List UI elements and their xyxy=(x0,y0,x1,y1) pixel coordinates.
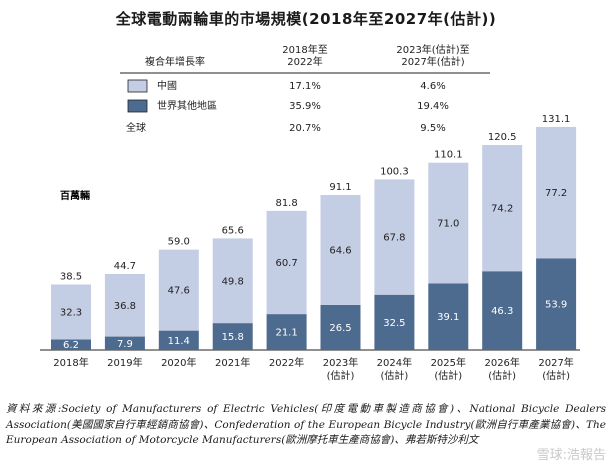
bar-rest-of-world xyxy=(374,294,415,350)
bar-rest-of-world xyxy=(482,271,523,350)
x-tick-label: 2019年 xyxy=(107,356,142,369)
bar-label-rest-of-world: 53.9 xyxy=(545,300,567,311)
cagr-row-label: 世界其他地區 xyxy=(157,99,217,112)
bar-label-china: 77.2 xyxy=(545,188,567,199)
cagr-row-value: 19.4% xyxy=(417,101,449,112)
bar-rest-of-world xyxy=(212,323,253,350)
cagr-row-label: 全球 xyxy=(126,121,146,134)
bar-rest-of-world xyxy=(536,258,577,350)
cagr-header-period: 2022年 xyxy=(287,55,322,68)
bar-total-label: 59.0 xyxy=(168,237,190,248)
bar-rest-of-world xyxy=(51,339,91,350)
chart-title: 全球電動兩輪車的市場規模(2018年至2027年(估計)) xyxy=(115,10,497,28)
bar-label-rest-of-world: 32.5 xyxy=(383,318,405,329)
cagr-row-label: 中國 xyxy=(157,79,177,92)
bars: 6.2 32.3 38.5 2018年 7.9 36.8 44.7 2019年 11.4 47.6… xyxy=(51,114,577,382)
bar-rest-of-world xyxy=(104,336,145,350)
bar-china xyxy=(536,127,577,259)
bar-label-china: 71.0 xyxy=(437,219,459,230)
bar-china xyxy=(266,210,307,315)
x-tick-label: (估計) xyxy=(327,369,355,382)
cagr-header-period: 2023年(估計)至 xyxy=(396,43,469,56)
cagr-row-value: 20.7% xyxy=(289,123,321,134)
cagr-row-value: 35.9% xyxy=(289,101,321,112)
bar-label-rest-of-world: 15.8 xyxy=(222,332,244,343)
source-note: 資料來源:Society of Manufacturers of Electri… xyxy=(6,403,606,446)
bar-rest-of-world xyxy=(266,314,307,350)
bar-rest-of-world xyxy=(158,330,199,350)
bar-label-china: 67.8 xyxy=(383,233,405,244)
bar-china xyxy=(482,145,523,272)
bar-rest-of-world xyxy=(428,283,469,350)
bar-label-china: 49.8 xyxy=(222,276,244,287)
bar-total-label: 81.8 xyxy=(275,198,297,209)
x-tick-label: 2027年 xyxy=(538,356,573,369)
cagr-row-value: 17.1% xyxy=(289,81,321,92)
x-tick-label: (估計) xyxy=(542,369,570,382)
bar-label-rest-of-world: 6.2 xyxy=(63,340,79,351)
x-tick-label: 2022年 xyxy=(269,356,304,369)
bar-label-china: 36.8 xyxy=(114,301,136,312)
bar-china xyxy=(51,284,91,340)
bar-china xyxy=(374,179,415,295)
bar-label-china: 64.6 xyxy=(329,245,351,256)
bar-china xyxy=(428,162,469,284)
cagr-header-label: 複合年增長率 xyxy=(145,55,205,68)
cagr-header-period: 2027年(估計) xyxy=(401,55,464,68)
x-tick-label: (估計) xyxy=(380,369,408,382)
bar-label-china: 47.6 xyxy=(168,286,190,297)
bar-label-china: 32.3 xyxy=(60,307,82,318)
bar-china xyxy=(212,238,253,324)
cagr-row-value: 4.6% xyxy=(420,81,445,92)
bar-total-label: 100.3 xyxy=(380,166,409,177)
x-tick-label: 2020年 xyxy=(161,356,196,369)
x-tick-label: 2018年 xyxy=(53,356,88,369)
x-tick-label: 2021年 xyxy=(215,356,250,369)
bar-total-label: 65.6 xyxy=(222,225,244,236)
bar-china xyxy=(104,273,145,337)
x-tick-label: (估計) xyxy=(488,369,516,382)
legend-swatch-china xyxy=(127,79,148,93)
bar-label-rest-of-world: 21.1 xyxy=(275,328,297,339)
x-tick-label: 2023年 xyxy=(323,356,358,369)
watermark: 雪球:浩報告 xyxy=(536,448,606,463)
bar-total-label: 91.1 xyxy=(329,182,351,193)
x-tick-label: 2025年 xyxy=(431,356,466,369)
bar-total-label: 120.5 xyxy=(488,132,517,143)
cagr-header-period: 2018年至 xyxy=(282,43,327,56)
bar-label-rest-of-world: 7.9 xyxy=(117,339,133,350)
bar-total-label: 44.7 xyxy=(114,261,136,272)
x-tick-label: 2024年 xyxy=(377,356,412,369)
x-tick-label: 2026年 xyxy=(484,356,519,369)
cagr-row-value: 9.5% xyxy=(420,123,445,134)
bar-label-rest-of-world: 46.3 xyxy=(491,306,513,317)
bar-label-rest-of-world: 39.1 xyxy=(437,312,459,323)
bar-china xyxy=(320,195,361,305)
bar-rest-of-world xyxy=(320,304,361,350)
unit-label: 百萬輛 xyxy=(60,189,90,202)
bar-total-label: 38.5 xyxy=(60,272,82,283)
bar-total-label: 131.1 xyxy=(542,114,571,125)
bar-label-rest-of-world: 26.5 xyxy=(329,323,351,334)
x-tick-label: (估計) xyxy=(434,369,462,382)
legend-swatch-rest xyxy=(127,99,148,113)
bar-total-label: 110.1 xyxy=(434,150,463,161)
bar-china xyxy=(158,249,199,331)
bar-label-rest-of-world: 11.4 xyxy=(168,336,190,347)
bar-label-china: 74.2 xyxy=(491,204,513,215)
bar-label-china: 60.7 xyxy=(275,258,297,269)
